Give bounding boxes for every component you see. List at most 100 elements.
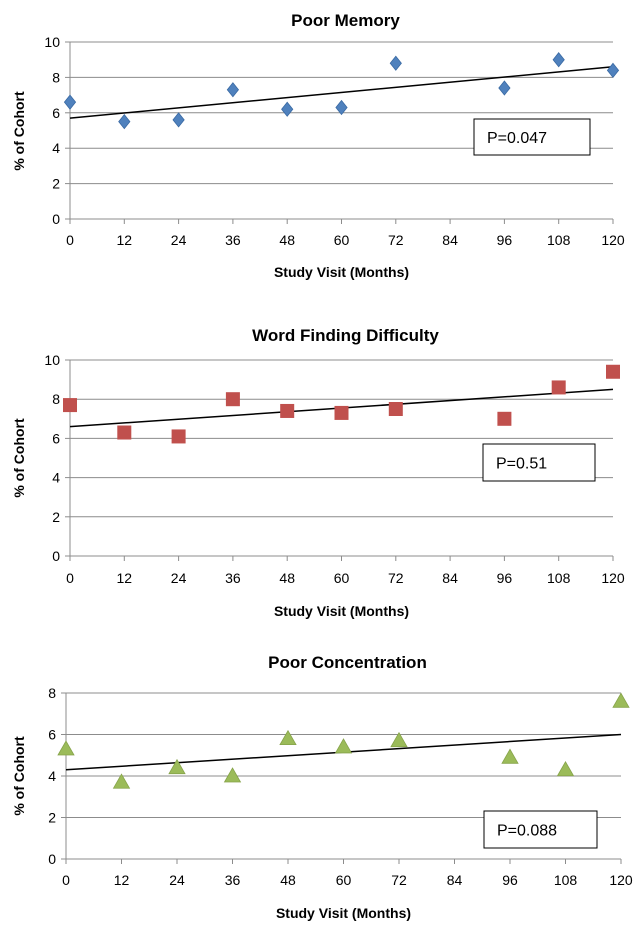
x-tick-label: 0 — [62, 872, 70, 888]
y-tick-label: 10 — [44, 34, 60, 50]
y-tick-label: 10 — [44, 352, 60, 368]
x-tick-label: 84 — [447, 872, 463, 888]
data-point — [57, 740, 75, 756]
x-tick-label: 24 — [169, 872, 185, 888]
y-tick-label: 2 — [52, 509, 60, 525]
data-point — [606, 364, 620, 379]
x-tick-label: 12 — [117, 570, 133, 586]
y-tick-label: 8 — [52, 69, 60, 85]
data-point — [556, 760, 575, 777]
data-point — [390, 731, 408, 748]
x-tick-label: 108 — [547, 570, 571, 586]
chart-title: Word Finding Difficulty — [252, 326, 439, 345]
data-point — [117, 425, 132, 440]
y-axis-label: % of Cohort — [11, 91, 27, 171]
p-value-label: P=0.088 — [497, 823, 557, 840]
x-tick-label: 84 — [442, 232, 458, 248]
data-point — [552, 52, 565, 68]
y-tick-label: 0 — [52, 211, 60, 227]
y-axis-label: % of Cohort — [11, 418, 27, 498]
chart-title: Poor Concentration — [268, 653, 427, 672]
data-point — [498, 80, 511, 96]
data-point — [334, 405, 349, 420]
data-point — [389, 55, 402, 71]
y-tick-label: 8 — [52, 391, 60, 407]
x-tick-label: 120 — [601, 570, 625, 586]
data-point — [63, 94, 77, 110]
data-point — [501, 748, 519, 764]
data-point — [612, 692, 630, 708]
p-value-label: P=0.047 — [487, 130, 547, 147]
x-tick-label: 12 — [114, 872, 130, 888]
x-tick-label: 108 — [554, 872, 578, 888]
y-tick-label: 6 — [52, 105, 60, 121]
data-point — [172, 112, 185, 128]
x-axis-label: Study Visit (Months) — [274, 264, 409, 280]
x-tick-label: 72 — [388, 570, 404, 586]
data-point — [497, 411, 512, 426]
x-tick-label: 48 — [279, 232, 295, 248]
data-point — [551, 380, 566, 395]
data-point — [279, 729, 297, 746]
x-tick-label: 24 — [171, 570, 187, 586]
x-tick-label: 0 — [66, 232, 74, 248]
y-tick-label: 2 — [52, 176, 60, 192]
x-tick-label: 120 — [601, 232, 625, 248]
chart-title: Poor Memory — [291, 11, 400, 30]
x-tick-label: 96 — [502, 872, 518, 888]
x-axis-label: Study Visit (Months) — [276, 905, 411, 921]
x-tick-label: 12 — [117, 232, 133, 248]
data-point — [388, 402, 403, 416]
x-tick-label: 96 — [497, 232, 513, 248]
data-point — [334, 738, 353, 754]
y-tick-label: 0 — [52, 548, 60, 564]
x-tick-label: 36 — [225, 570, 241, 586]
x-tick-label: 60 — [334, 570, 350, 586]
data-point — [280, 403, 295, 418]
data-point — [223, 767, 242, 783]
y-tick-label: 6 — [52, 430, 60, 446]
x-tick-label: 60 — [336, 872, 352, 888]
data-point — [171, 429, 186, 444]
y-tick-label: 6 — [48, 727, 56, 743]
x-tick-label: 72 — [388, 232, 404, 248]
x-tick-label: 48 — [280, 872, 296, 888]
data-point — [168, 758, 186, 775]
data-point — [281, 101, 294, 117]
y-tick-label: 4 — [48, 768, 56, 784]
x-tick-label: 120 — [609, 872, 633, 888]
y-axis-label: % of Cohort — [11, 736, 27, 816]
data-point — [226, 82, 240, 98]
p-value-box — [482, 443, 596, 482]
y-tick-label: 2 — [48, 810, 56, 826]
x-tick-label: 72 — [391, 872, 407, 888]
p-value-box — [473, 118, 591, 156]
x-tick-label: 96 — [497, 570, 513, 586]
x-tick-label: 84 — [442, 570, 458, 586]
x-tick-label: 60 — [334, 232, 350, 248]
y-tick-label: 4 — [52, 470, 60, 486]
y-tick-label: 8 — [48, 685, 56, 701]
p-value-box — [483, 810, 598, 849]
y-tick-label: 4 — [52, 140, 60, 156]
data-point — [225, 392, 240, 407]
x-tick-label: 108 — [547, 232, 571, 248]
x-tick-label: 0 — [66, 570, 74, 586]
x-tick-label: 36 — [225, 872, 241, 888]
data-point — [335, 99, 348, 116]
x-tick-label: 24 — [171, 232, 187, 248]
x-axis-label: Study Visit (Months) — [274, 603, 409, 619]
data-point — [63, 398, 77, 413]
trendline — [69, 66, 614, 119]
data-point — [118, 114, 131, 130]
x-tick-label: 48 — [279, 570, 295, 586]
data-point — [606, 62, 620, 78]
x-tick-label: 36 — [225, 232, 241, 248]
p-value-label: P=0.51 — [496, 456, 547, 473]
y-tick-label: 0 — [48, 851, 56, 867]
